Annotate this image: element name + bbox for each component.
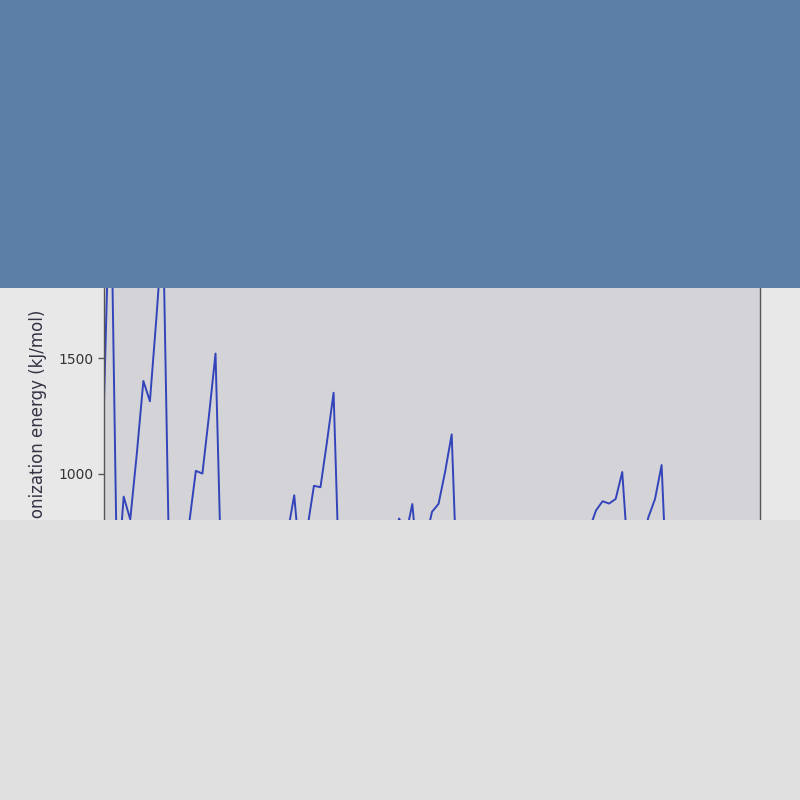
- X-axis label: Atomic number: Atomic number: [360, 739, 504, 758]
- Y-axis label: Ionization energy (kJ/mol): Ionization energy (kJ/mol): [30, 310, 47, 522]
- Title: Ionization Energy v. Atomic Number: Ionization Energy v. Atomic Number: [221, 87, 643, 107]
